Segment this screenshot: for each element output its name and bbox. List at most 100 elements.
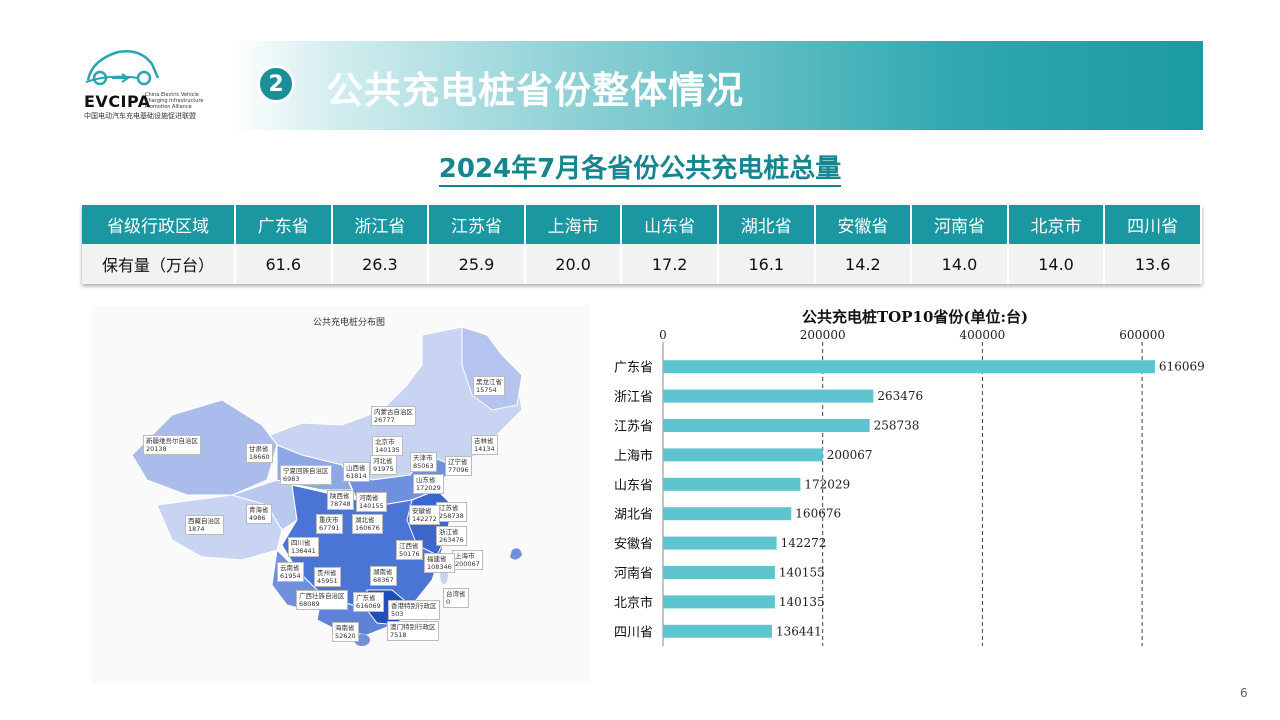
data-label: 172029 — [804, 477, 850, 491]
map-label-name: 湖南省 — [373, 568, 393, 576]
map-label: 天津市 85063 — [410, 452, 437, 472]
map-label-name: 贵州省 — [317, 569, 337, 577]
map-label: 山东省 172029 — [413, 474, 444, 494]
map-label-name: 山西省 — [346, 464, 366, 472]
data-label: 258738 — [874, 419, 920, 433]
map-label-name: 河南省 — [359, 494, 379, 502]
map-label: 重庆市 67791 — [316, 514, 343, 534]
map-label-name: 西藏自治区 — [188, 517, 221, 525]
map-label-name: 香港特别行政区 — [391, 602, 437, 610]
bar — [663, 536, 777, 550]
map-label-name: 辽宁省 — [448, 458, 468, 466]
category-label: 湖北省 — [614, 508, 653, 523]
category-label: 安徽省 — [614, 537, 653, 552]
map-label: 台湾省 0 — [443, 588, 469, 608]
data-label: 140135 — [779, 595, 825, 609]
section-number-badge: 2 — [257, 65, 295, 103]
map-label: 山西省 61814 — [343, 462, 370, 482]
map-label-name: 台湾省 — [446, 590, 466, 598]
data-label: 136441 — [776, 624, 822, 638]
map-label-value: 1874 — [188, 525, 205, 533]
top10-bar-chart: 0 200000 400000 600000 广东省 616069 浙江省 263476 江苏省… — [614, 328, 1205, 646]
logo-subtitle: China Electric Vehicle Charging Infrastr… — [145, 92, 204, 110]
map-label: 河北省 91975 — [370, 455, 397, 475]
map-label-value: 200067 — [455, 560, 480, 568]
map-label: 江苏省 258738 — [436, 502, 467, 522]
province-header-cell: 山东省 — [621, 205, 719, 244]
table-value-row: 保有量（万台） 61.6 26.3 25.9 20.0 17.2 16.1 14… — [82, 244, 1202, 284]
value-cell: 14.0 — [911, 244, 1009, 284]
map-label-value: 503 — [391, 610, 404, 618]
map-label: 北京市 140135 — [372, 436, 403, 456]
page-number: 6 — [1240, 686, 1248, 700]
map-label: 福建省 108346 — [424, 553, 455, 573]
logo-wordmark: EVCIPA — [84, 92, 151, 111]
value-cell: 25.9 — [428, 244, 526, 284]
map-label-value: 15754 — [476, 386, 497, 394]
map-label: 河南省 140155 — [356, 492, 387, 512]
bar — [663, 389, 874, 403]
bar — [663, 624, 772, 638]
map-label: 广西壮族自治区 68089 — [296, 590, 348, 610]
map-label-value: 6983 — [283, 475, 300, 483]
chart-title: 公共充电桩TOP10省份(单位:台) — [802, 308, 1029, 326]
x-tick-label: 0 — [659, 328, 667, 342]
category-label: 北京市 — [614, 595, 653, 611]
province-header-cell: 湖北省 — [717, 205, 816, 244]
logo-chinese-name: 中国电动汽车充电基础设施促进联盟 — [84, 112, 196, 120]
province-header-cell: 安徽省 — [814, 205, 913, 244]
map-label-value: 61954 — [280, 572, 301, 580]
map-label-name: 福建省 — [427, 555, 447, 563]
map-label-value: 172029 — [416, 484, 441, 492]
map-label-value: 258738 — [439, 512, 464, 520]
map-label-value: 140135 — [375, 446, 400, 454]
bar — [663, 419, 870, 432]
map-label-value: 52620 — [335, 632, 356, 640]
map-label: 宁夏回族自治区 6983 — [280, 465, 332, 485]
map-label-value: 7518 — [390, 631, 407, 639]
province-header-cell: 浙江省 — [331, 205, 430, 244]
map-label-value: 136441 — [291, 547, 316, 555]
map-label-value: 4986 — [249, 514, 266, 522]
map-label: 内蒙古自治区 26777 — [371, 406, 416, 426]
map-label: 吉林省 14134 — [471, 435, 498, 455]
title-banner — [230, 41, 1203, 130]
map-label-value: 18660 — [249, 453, 270, 461]
map-label: 西藏自治区 1874 — [185, 515, 224, 535]
province-header-cell: 江苏省 — [428, 205, 526, 244]
bar — [663, 448, 823, 462]
map-label-value: 108346 — [427, 563, 452, 571]
map-label-value: 263476 — [439, 536, 464, 544]
province-header-cell: 四川省 — [1104, 205, 1202, 244]
province-header-cell: 广东省 — [235, 205, 333, 244]
map-label-value: 77096 — [448, 466, 469, 474]
map-label: 陕西省 78748 — [327, 490, 354, 510]
data-label: 142272 — [781, 536, 827, 550]
map-label-name: 江西省 — [399, 542, 419, 550]
map-label-value: 50176 — [399, 550, 420, 558]
map-label-value: 61814 — [346, 472, 367, 480]
map-label-value: 140155 — [359, 502, 384, 510]
map-label: 云南省 61954 — [277, 562, 304, 582]
map-label: 海南省 52620 — [332, 622, 359, 642]
province-header-cell: 上海市 — [524, 205, 623, 244]
map-label-name: 河北省 — [373, 457, 393, 465]
map-label: 贵州省 45951 — [314, 567, 341, 587]
map-label: 甘肃省 18660 — [246, 443, 273, 463]
map-label-name: 上海市 — [455, 552, 475, 560]
value-cell: 20.0 — [524, 244, 623, 284]
value-cell: 14.0 — [1007, 244, 1106, 284]
map-label-name: 内蒙古自治区 — [374, 408, 413, 416]
map-label-name: 云南省 — [280, 564, 300, 572]
map-label-name: 宁夏回族自治区 — [283, 467, 329, 475]
category-label: 广东省 — [614, 361, 653, 376]
map-label-name: 山东省 — [416, 476, 436, 484]
map-label-value: 160676 — [355, 524, 380, 532]
value-cell: 17.2 — [621, 244, 719, 284]
category-label: 山东省 — [614, 478, 653, 493]
map-label-value: 68089 — [299, 600, 320, 608]
map-label-value: 68367 — [373, 576, 394, 584]
data-label: 140155 — [779, 566, 825, 580]
value-header-cell: 保有量（万台） — [82, 244, 236, 284]
map-label-name: 青海省 — [249, 506, 269, 514]
